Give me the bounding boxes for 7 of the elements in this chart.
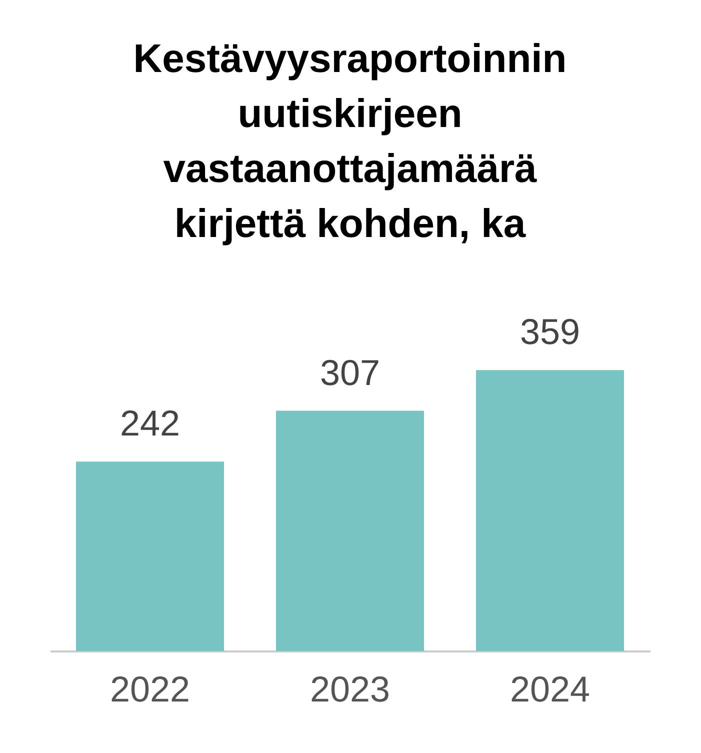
data-label: 242 [120,402,180,444]
data-label: 359 [520,311,580,352]
data-label: 307 [320,352,380,393]
x-tick-label: 2022 [110,668,190,710]
chart-title: Kestävyysraportoinnin uutiskirjeen vastaanottajamäärä kirjettä kohden, ka [133,37,567,246]
x-tick-label: 2023 [310,668,390,710]
x-tick-label: 2024 [510,668,590,710]
